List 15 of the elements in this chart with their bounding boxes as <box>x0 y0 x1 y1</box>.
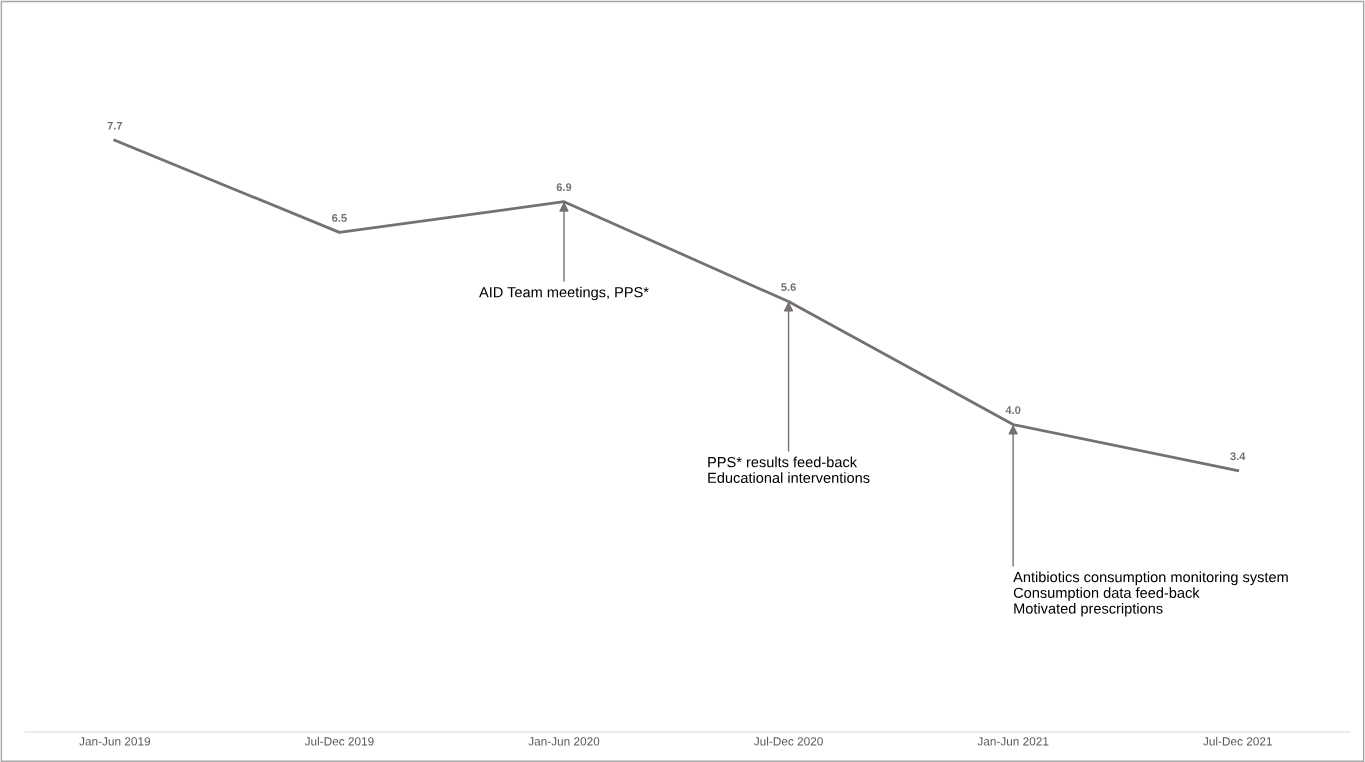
data-label: 6.5 <box>332 214 347 222</box>
data-label: 5.6 <box>781 283 796 292</box>
data-label: 7.7 <box>107 121 123 130</box>
annotation: PPS* results feed-back Educational interventions <box>708 456 870 483</box>
data-label: 3.4 <box>1230 452 1246 461</box>
x-tick-label: Jul-Dec 2021 <box>1203 736 1272 746</box>
x-tick-label: Jan-Jun 2019 <box>79 737 151 746</box>
x-tick-label: Jul-Dec 2019 <box>304 736 374 746</box>
data-label: 4.0 <box>1005 406 1021 415</box>
x-tick-label: Jan-Jun 2020 <box>528 737 600 746</box>
data-label: 6.9 <box>556 183 572 192</box>
x-tick-label: Jul-Dec 2020 <box>753 736 823 746</box>
x-tick-label: Jan-Jun 2021 <box>977 737 1049 746</box>
annotation: Antibiotics consumption monitoring system Consumption data feed-back Motivated prescriptions <box>1013 571 1288 617</box>
annotation: AID Team meetings, PPS* <box>479 286 649 301</box>
